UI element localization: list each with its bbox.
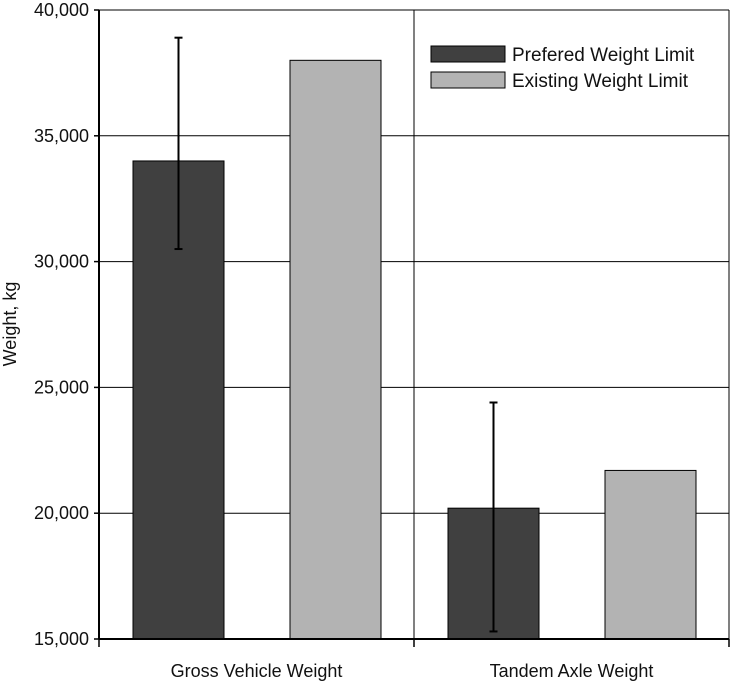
y-tick-label: 15,000: [34, 629, 89, 649]
y-tick-label: 40,000: [34, 0, 89, 20]
x-tick-label: Tandem Axle Weight: [490, 661, 654, 681]
y-tick-label: 25,000: [34, 377, 89, 397]
bar-existing-1: [604, 469, 697, 640]
legend-entry: Existing Weight Limit: [430, 71, 689, 92]
y-axis-label: Weight, kg: [0, 282, 20, 367]
error-bar-1: [489, 401, 498, 633]
legend-swatch: [430, 71, 506, 89]
bar-existing-0: [289, 59, 382, 640]
x-tick-label: Gross Vehicle Weight: [171, 661, 343, 681]
error-bars: [174, 36, 498, 633]
legend-entry: Prefered Weight Limit: [430, 45, 695, 66]
error-bar-0: [174, 36, 183, 251]
legend-swatch: [430, 45, 506, 63]
y-tick-label: 30,000: [34, 252, 89, 272]
y-tick-label: 35,000: [34, 126, 89, 146]
axes: [94, 9, 730, 647]
legend-label: Prefered Weight Limit: [512, 45, 695, 66]
tick-labels: 15,000 20,000 25,000 30,000 35,000 40,000 Gros…: [34, 0, 653, 681]
legend-label: Existing Weight Limit: [512, 71, 689, 92]
legend: Prefered Weight Limit Existing Weight Lim…: [430, 45, 695, 92]
y-tick-label: 20,000: [34, 503, 89, 523]
